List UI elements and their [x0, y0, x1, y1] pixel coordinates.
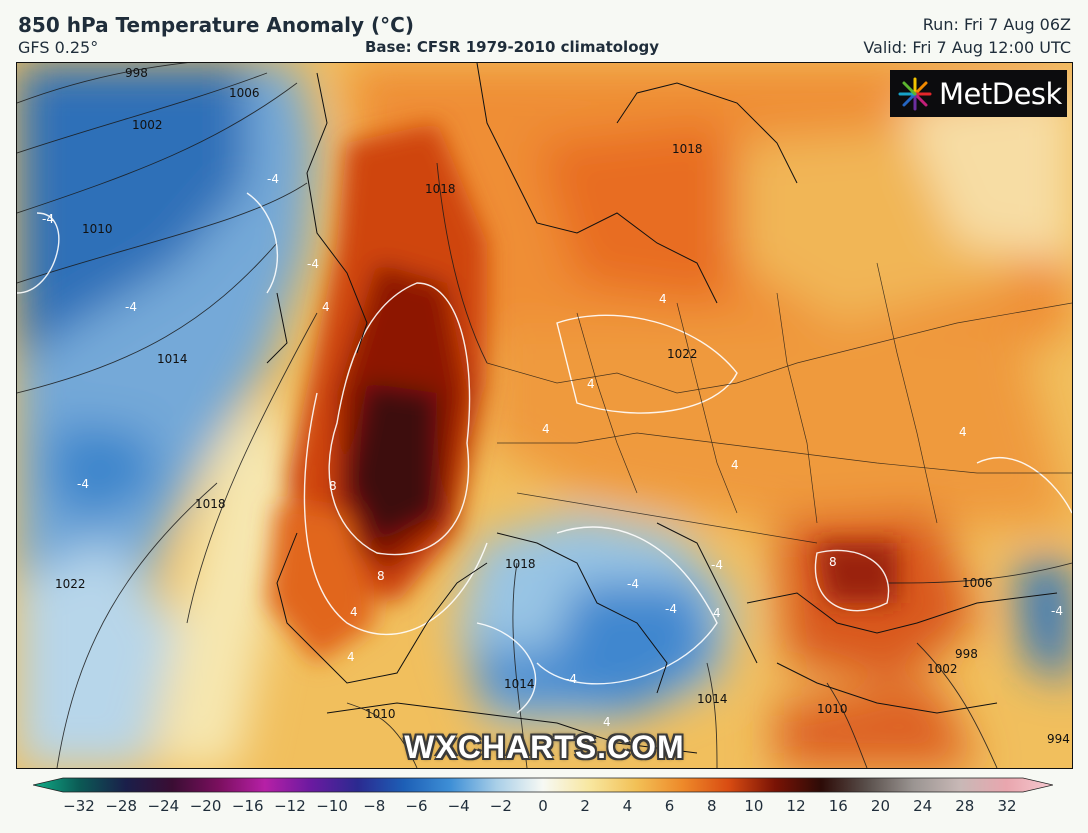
anomaly-contours — [17, 192, 1072, 714]
colorbar-tick-label: −28 — [105, 797, 137, 815]
anomaly-label: -4 — [42, 212, 54, 226]
isobar-label: 1022 — [55, 577, 86, 591]
colorbar-tick-label: −16 — [231, 797, 264, 815]
colorbar-ramp — [33, 777, 1053, 793]
colorbar-tick-label: −2 — [489, 797, 512, 815]
colorbar-tick-label: 6 — [664, 797, 675, 815]
colorbar-tick-label: −10 — [316, 797, 348, 815]
colorbar-tick-label: −8 — [363, 797, 386, 815]
anomaly-label: -4 — [565, 672, 577, 686]
colorbar-tick-label: 8 — [706, 797, 717, 815]
isobar-label: 1002 — [132, 118, 163, 132]
isobar-label: 1018 — [195, 497, 226, 511]
anomaly-label: 4 — [659, 292, 667, 306]
isobar-label: 998 — [955, 647, 978, 661]
anomaly-label: -4 — [711, 558, 723, 572]
anomaly-label: 4 — [542, 422, 550, 436]
coastlines — [266, 63, 1058, 754]
isobar-label: 1018 — [425, 182, 456, 196]
colorbar-tick-label: −12 — [274, 797, 306, 815]
colorbar — [33, 777, 1053, 793]
anomaly-label: -4 — [77, 477, 89, 491]
isobar-label: 1006 — [229, 86, 260, 100]
colorbar-tick-label: 0 — [538, 797, 548, 815]
isobar-label: 1010 — [365, 707, 396, 721]
anomaly-label: 8 — [829, 555, 837, 569]
isobar-label: 1002 — [927, 662, 958, 676]
colorbar-tick-label: −4 — [447, 797, 470, 815]
anomaly-map-graphic: 998 1002 1006 1010 1014 1018 1022 1018 1… — [17, 63, 1072, 768]
isobar-label: 994 — [1047, 732, 1070, 746]
run-time-label: Run: Fri 7 Aug 06Z — [922, 15, 1071, 34]
base-climatology-label: Base: CFSR 1979-2010 climatology — [365, 38, 660, 56]
anomaly-label: 4 — [731, 458, 739, 472]
colorbar-tick-label: 2 — [580, 797, 590, 815]
colorbar-tick-label: −32 — [63, 797, 95, 815]
country-borders — [486, 262, 1072, 544]
colorbar-tick-label: −20 — [189, 797, 222, 815]
colorbar-tick-label: −24 — [147, 797, 180, 815]
isobar-label: 1014 — [697, 692, 728, 706]
isobar-label-group: 998 1002 1006 1010 1014 1018 1022 1018 1… — [55, 66, 1070, 746]
colorbar-tick-label: 32 — [997, 797, 1017, 815]
anomaly-label: 4 — [587, 377, 595, 391]
isobar-label: 1014 — [157, 352, 188, 366]
colorbar-tick-labels: −32 −28 −24 −20 −16 −12 −10 −8 −6 −4 −2 0 2 4 6 8 10 12 16… — [0, 797, 1088, 819]
isobar-label: 1006 — [962, 576, 993, 590]
anomaly-label: 4 — [603, 715, 611, 729]
anomaly-label: 8 — [329, 479, 337, 493]
colorbar-tick-label: 28 — [955, 797, 975, 815]
isobar-label: 1022 — [667, 347, 698, 361]
isobar-label: 1010 — [82, 222, 113, 236]
anomaly-label: 4 — [350, 605, 358, 619]
anomaly-label: 8 — [377, 569, 385, 583]
anomaly-label: -4 — [665, 602, 677, 616]
anomaly-label: 4 — [959, 425, 967, 439]
colorbar-tick-label: 24 — [913, 797, 933, 815]
chart-title: 850 hPa Temperature Anomaly (°C) — [18, 13, 414, 37]
isobar-label: 1010 — [817, 702, 848, 716]
colorbar-tick-label: 4 — [622, 797, 633, 815]
anomaly-label: -4 — [307, 257, 319, 271]
metdesk-logo-text: MetDesk — [939, 76, 1062, 111]
colorbar-tick-label: 10 — [744, 797, 764, 815]
metdesk-logo: MetDesk — [890, 70, 1067, 117]
isobar-label: 1018 — [672, 142, 703, 156]
weather-map: 998 1002 1006 1010 1014 1018 1022 1018 1… — [16, 62, 1073, 769]
colorbar-tick-label: 12 — [786, 797, 806, 815]
colorbar-tick-label: −6 — [405, 797, 428, 815]
isobar-label: 1014 — [504, 677, 535, 691]
valid-time-label: Valid: Fri 7 Aug 12:00 UTC — [863, 38, 1071, 57]
anomaly-label: 4 — [322, 300, 330, 314]
metdesk-burst-icon — [898, 77, 932, 110]
anomaly-label: -4 — [627, 577, 639, 591]
anomaly-label: 4 — [713, 606, 721, 620]
model-label: GFS 0.25° — [18, 38, 99, 57]
anomaly-label: 4 — [347, 650, 355, 664]
isobar-label: 1018 — [505, 557, 536, 571]
colorbar-tick-label: 20 — [870, 797, 890, 815]
anomaly-label-group: -4 -4 -4 -4 -4 4 4 4 4 8 8 8 4 4 4 4 -4 … — [42, 172, 1063, 729]
anomaly-label: -4 — [267, 172, 279, 186]
anomaly-label: -4 — [1051, 604, 1063, 618]
colorbar-tick-label: 16 — [828, 797, 848, 815]
anomaly-label: -4 — [125, 300, 137, 314]
isobar-label: 998 — [125, 66, 148, 80]
wxcharts-watermark: WXCHARTS.COM — [404, 729, 685, 765]
isobar-lines — [17, 63, 1072, 768]
